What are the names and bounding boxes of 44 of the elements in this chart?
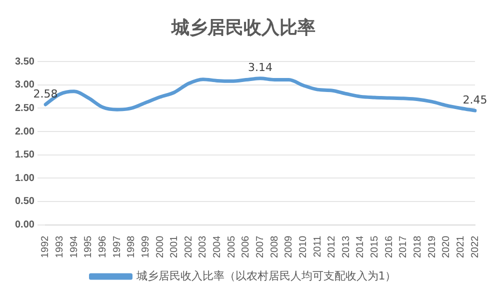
y-tick-label: 0.50 <box>14 196 35 208</box>
x-tick-label: 2002 <box>183 235 194 258</box>
x-tick-label: 1994 <box>68 235 80 258</box>
x-tick-label: 2017 <box>398 235 410 258</box>
x-tick-label: 1995 <box>83 235 94 258</box>
legend-label: 城乡居民收入比率（以农村居民人均可支配收入为1） <box>135 269 396 282</box>
x-tick-label: 2008 <box>269 235 280 258</box>
y-tick-label: 3.50 <box>14 56 35 68</box>
y-tick-label: 1.00 <box>14 172 35 184</box>
x-tick-label: 1992 <box>40 235 52 258</box>
x-tick-label: 1993 <box>54 235 66 258</box>
x-tick-label: 2005 <box>226 235 238 258</box>
data-label: 2.58 <box>33 87 58 100</box>
y-tick-label: 0.00 <box>14 220 35 231</box>
x-tick-label: 2015 <box>370 235 381 258</box>
x-tick-label: 2011 <box>312 235 324 258</box>
x-tick-label: 2006 <box>240 235 252 258</box>
y-tick-label: 2.50 <box>14 102 35 114</box>
x-tick-label: 2018 <box>412 235 424 258</box>
x-tick-label: 2009 <box>284 235 295 258</box>
x-tick-label: 2003 <box>198 235 209 258</box>
x-tick-label: 2021 <box>455 235 466 258</box>
x-tick-label: 2013 <box>340 235 352 258</box>
y-tick-label: 2.00 <box>14 126 35 138</box>
x-tick-label: 1997 <box>112 235 123 258</box>
x-tick-label: 2020 <box>441 235 452 258</box>
x-tick-label: 2014 <box>355 235 366 258</box>
x-tick-label: 1996 <box>97 235 108 258</box>
x-tick-label: 2016 <box>384 235 395 258</box>
x-tick-label: 2007 <box>254 235 266 258</box>
x-tick-label: 2004 <box>212 235 224 258</box>
x-tick-label: 2000 <box>154 235 166 258</box>
x-tick-label: 2019 <box>426 235 438 258</box>
x-tick-label: 1999 <box>140 235 152 258</box>
x-tick-label: 2001 <box>169 235 180 258</box>
x-tick-label: 1998 <box>126 235 138 258</box>
data-label: 3.14 <box>248 61 272 74</box>
chart-title: 城乡居民收入比率 <box>170 17 316 38</box>
data-label: 2.45 <box>462 93 488 106</box>
x-tick-label: 2012 <box>326 235 338 258</box>
x-tick-label: 2022 <box>470 235 481 258</box>
x-tick-label: 2010 <box>298 235 309 258</box>
y-tick-label: 1.50 <box>14 150 35 161</box>
y-tick-label: 3.00 <box>14 80 35 91</box>
